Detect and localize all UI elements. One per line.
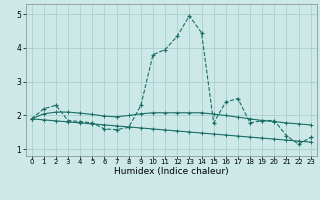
X-axis label: Humidex (Indice chaleur): Humidex (Indice chaleur) xyxy=(114,167,228,176)
